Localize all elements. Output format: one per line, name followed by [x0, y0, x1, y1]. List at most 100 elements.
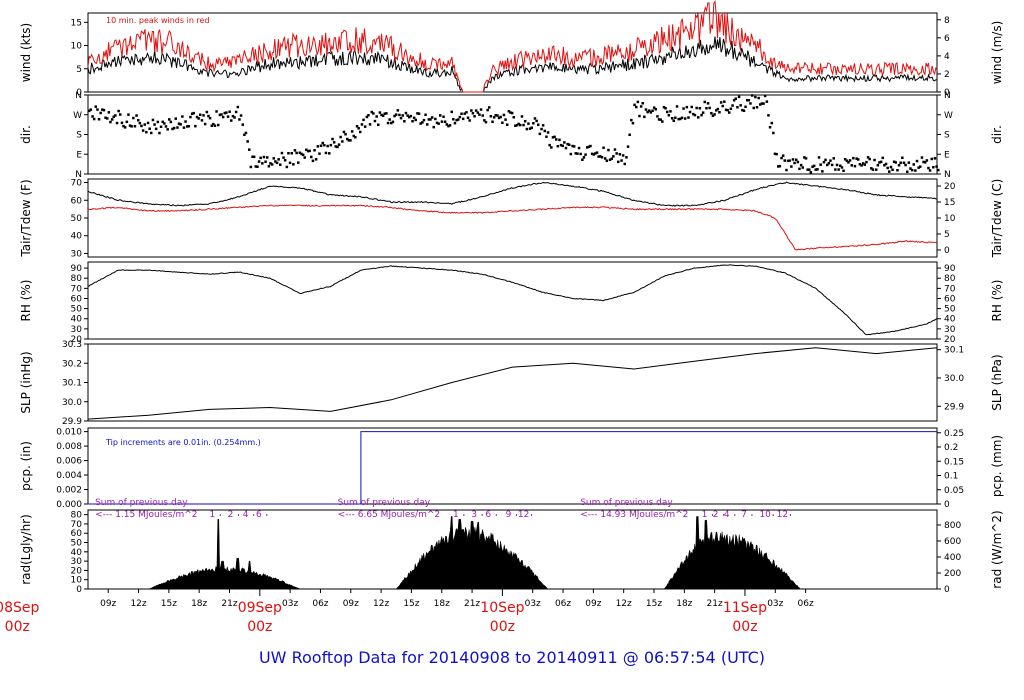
- dir-point: [172, 126, 176, 130]
- dir-point: [822, 160, 826, 164]
- dir-point: [610, 157, 613, 160]
- dir-point: [892, 160, 896, 163]
- dir-point: [163, 122, 166, 125]
- dir-point: [463, 112, 466, 115]
- dir-point: [553, 135, 556, 139]
- dir-point: [140, 124, 143, 128]
- time-tick-label: 03z: [767, 599, 783, 609]
- dir-point: [695, 106, 698, 110]
- dir-point: [481, 114, 484, 117]
- wind-ylabel: wind (kts): [19, 23, 33, 82]
- dir-point: [732, 99, 736, 102]
- dir-point: [768, 126, 772, 129]
- dir-ytick-label-right: W: [944, 111, 953, 121]
- dir-point: [530, 126, 533, 129]
- dir-point: [806, 168, 809, 171]
- dir-point: [246, 140, 249, 143]
- dir-point: [891, 168, 894, 171]
- dir-point: [233, 116, 236, 119]
- dir-point: [349, 139, 352, 142]
- dir-point: [453, 121, 457, 125]
- dir-point: [306, 149, 310, 153]
- rad-ytick-label-right: 400: [944, 553, 961, 563]
- dir-point: [620, 159, 623, 162]
- dir-point: [110, 118, 114, 121]
- dir-point: [109, 120, 112, 124]
- dir-point: [186, 125, 189, 128]
- dir-point: [811, 165, 814, 168]
- time-tick-label: 06z: [312, 599, 328, 609]
- dir-point: [840, 166, 844, 169]
- dir-point: [917, 166, 920, 169]
- dir-point: [115, 121, 119, 125]
- rad-day-0: [148, 519, 301, 590]
- rh-frame: [87, 261, 938, 340]
- dir-point: [215, 110, 218, 113]
- dir-point: [878, 161, 881, 164]
- dir-point: [321, 141, 324, 145]
- dir-point: [590, 152, 594, 156]
- dir-point: [390, 121, 393, 125]
- dir-point: [393, 114, 396, 118]
- dir-point: [406, 114, 409, 117]
- dir-point: [123, 126, 127, 129]
- day-label: 10Sep: [480, 600, 524, 616]
- dir-point: [809, 171, 813, 174]
- dir-point: [829, 159, 832, 162]
- rad-annotation: Sum of previous day: [580, 498, 673, 508]
- dir-point: [484, 120, 488, 124]
- time-tick-label: 21z: [221, 599, 237, 609]
- dir-point: [581, 158, 584, 161]
- dir-point: [863, 163, 866, 166]
- dir-point: [437, 122, 440, 125]
- dir-point: [715, 109, 718, 112]
- dir-point: [852, 156, 855, 160]
- dir-point: [742, 109, 746, 112]
- dir-point: [166, 128, 169, 131]
- dir-point: [101, 108, 104, 111]
- dir-point: [603, 157, 607, 160]
- dir-point: [112, 115, 115, 118]
- dir-point: [788, 159, 791, 162]
- dir-point: [470, 109, 473, 112]
- dir-point: [599, 155, 602, 158]
- dir-point: [522, 123, 525, 127]
- dir-point: [734, 97, 737, 100]
- dir-point: [579, 152, 582, 156]
- dir-point: [907, 161, 911, 164]
- dir-point: [279, 163, 282, 166]
- dir-point: [210, 124, 213, 127]
- dir-point: [277, 158, 280, 161]
- dir-point: [698, 107, 702, 110]
- dir-point: [652, 106, 656, 109]
- dir-point: [310, 155, 313, 159]
- pcp-ytick-label: 0.008: [56, 442, 82, 452]
- dir-point: [525, 127, 529, 131]
- dir-point: [928, 169, 932, 172]
- dir-point: [203, 122, 207, 126]
- dir-point: [821, 170, 824, 173]
- dir-point: [363, 125, 367, 128]
- dir-point: [703, 100, 706, 104]
- dir-point: [381, 114, 385, 117]
- rad-hour-marker: 2: [228, 510, 234, 520]
- dir-point: [843, 158, 847, 161]
- rad-annotation: Sum of previous day: [95, 498, 188, 508]
- dir-point: [710, 112, 713, 115]
- dir-point: [318, 152, 321, 155]
- dir-point: [623, 162, 626, 166]
- dir-point: [778, 164, 782, 168]
- pcp-ytick-label: 0.002: [56, 486, 82, 496]
- dir-point: [783, 159, 786, 162]
- dir-point: [572, 145, 576, 148]
- dir-point: [445, 123, 449, 126]
- dir-point: [151, 118, 155, 122]
- rad-annotation: Sum of previous day: [338, 498, 431, 508]
- dir-point: [329, 143, 333, 147]
- dir-point: [716, 107, 720, 111]
- dir-point: [259, 156, 262, 160]
- time-tick-label: 06z: [555, 599, 571, 609]
- dir-point: [367, 114, 370, 117]
- dir-point: [923, 161, 927, 164]
- dir-point: [894, 161, 897, 164]
